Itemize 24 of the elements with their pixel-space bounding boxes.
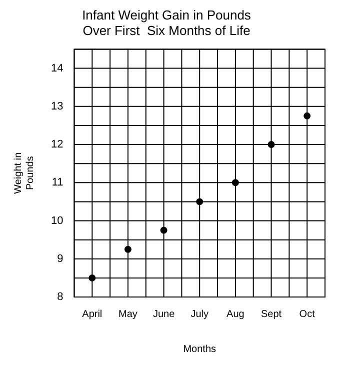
- y-tick-label: 12: [50, 138, 64, 151]
- y-tick-label: 11: [52, 176, 64, 189]
- x-tick-label: July: [190, 308, 209, 320]
- y-tick-label: 14: [50, 62, 64, 74]
- y-axis-title: Weight in Pounds: [12, 152, 36, 194]
- point: [196, 198, 204, 206]
- y-tick-label: 8: [57, 291, 64, 304]
- x-tick-label: June: [152, 308, 176, 320]
- point: [304, 112, 311, 120]
- x-tick-label: April: [82, 308, 102, 320]
- point: [88, 274, 96, 282]
- point: [160, 226, 168, 234]
- chart-title: Infant Weight Gain in Pounds Over First Six Months of Life: [82, 7, 252, 38]
- x-tick-label: Oct: [299, 308, 316, 320]
- x-axis-title: Months: [183, 344, 216, 355]
- y-tick-label: 13: [50, 100, 64, 112]
- point: [232, 179, 239, 186]
- point: [124, 246, 132, 253]
- y-tick-label: 10: [50, 214, 64, 227]
- y-tick-label: 9: [57, 252, 64, 265]
- x-tick-label: Aug: [226, 308, 244, 320]
- point: [268, 141, 275, 148]
- x-tick-label: Sept: [260, 308, 282, 320]
- x-tick-label: May: [118, 308, 138, 320]
